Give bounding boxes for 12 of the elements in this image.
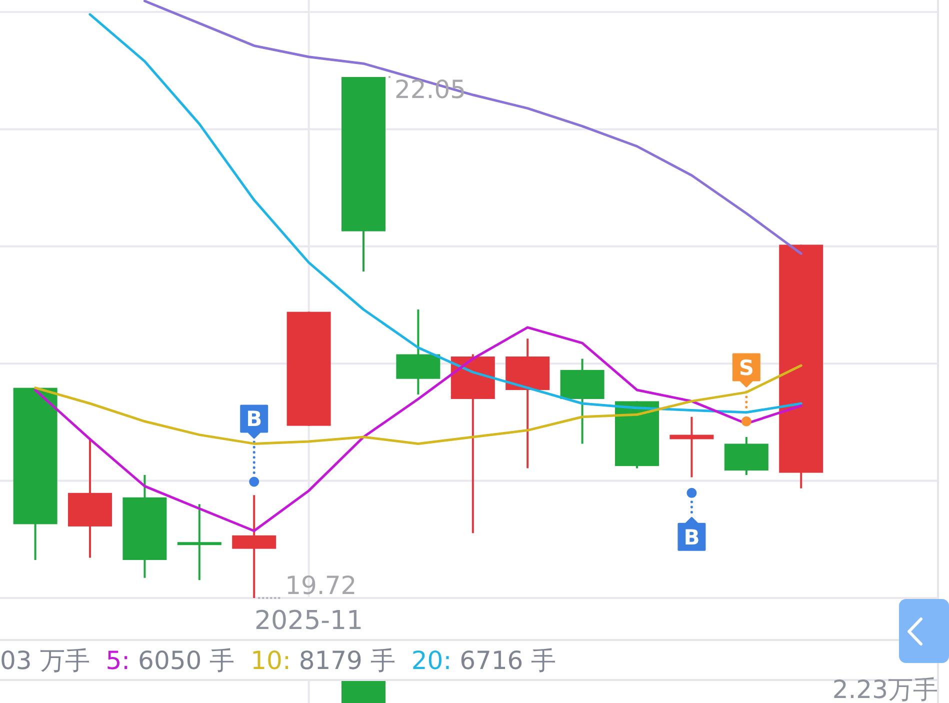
data-label: S [738, 356, 754, 380]
data-label: B [684, 525, 700, 550]
text: 2.23万手 [832, 675, 938, 703]
candlestick [177, 503, 222, 582]
annotation: 22.05 [394, 75, 466, 104]
data-label: B [246, 407, 262, 432]
annotation: 19.72 [285, 571, 357, 600]
legend-label: 20: 6716 手 [411, 646, 556, 675]
legend-label: 10: 8179 手 [250, 646, 396, 675]
legend-label: 5: 6050 手 [106, 646, 235, 675]
x-tick-label: 2025-11 [254, 606, 364, 636]
text: 03 万手 [0, 646, 90, 675]
